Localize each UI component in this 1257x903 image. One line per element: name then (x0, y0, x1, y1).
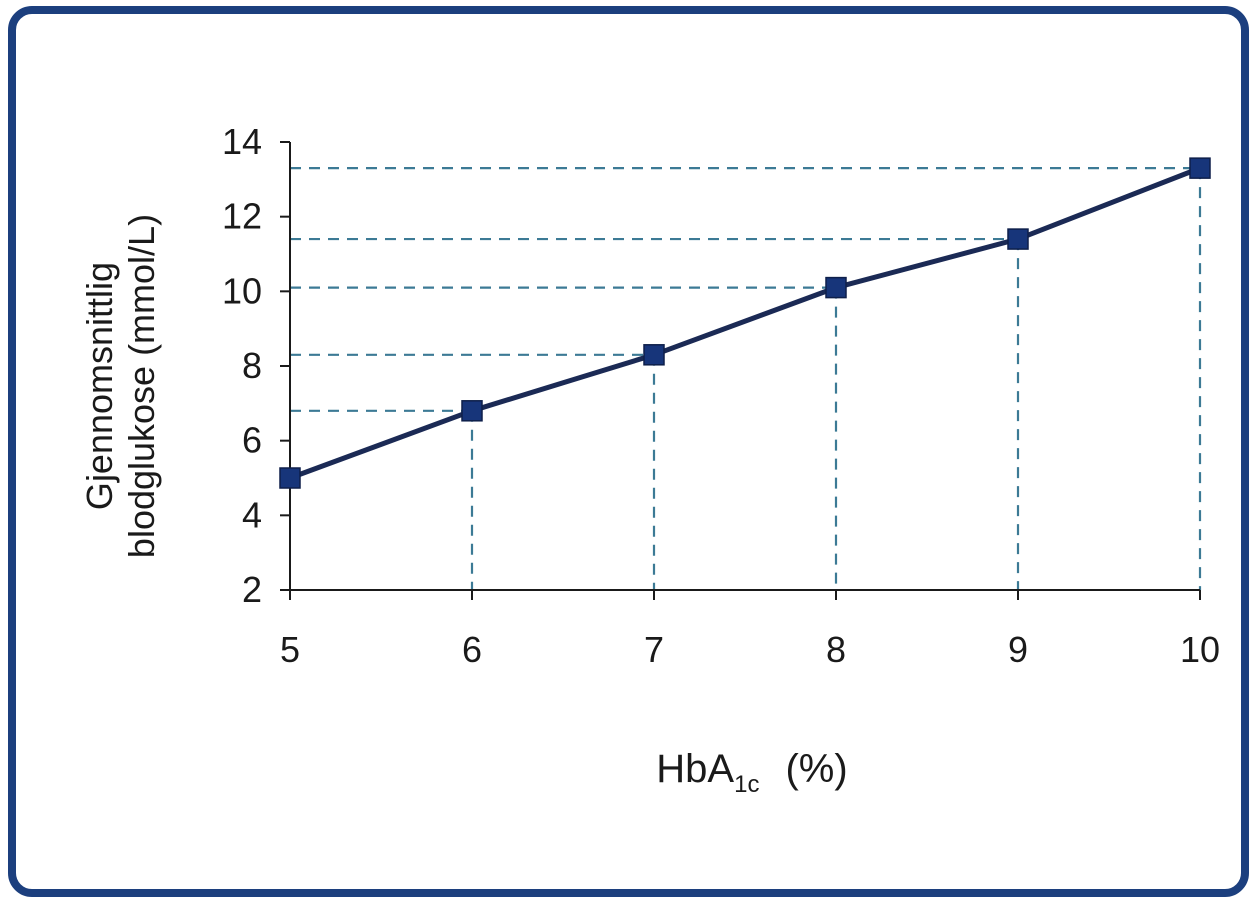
chart-frame (8, 6, 1249, 897)
x-tick-label: 10 (1180, 629, 1220, 670)
data-point-marker (461, 400, 483, 422)
y-tick-label: 4 (242, 494, 262, 535)
data-point-marker (825, 276, 847, 299)
x-axis-label-unit: (%) (785, 747, 847, 791)
x-axis-label: HbA1c (%) (656, 747, 847, 798)
y-axis-label-line: Gjennomsnittlig (79, 262, 120, 510)
y-tick-label: 2 (242, 569, 262, 610)
y-tick-label: 10 (222, 270, 262, 311)
x-tick-label: 7 (644, 629, 664, 670)
x-axis-label-main: HbA (656, 747, 734, 791)
y-axis-label-line: blodglukose (mmol/L) (121, 214, 162, 558)
axes (280, 141, 1201, 600)
y-tick-label: 6 (242, 420, 262, 461)
data-point-marker (1189, 157, 1211, 179)
tick-labels: 2 4 6 8 10 12 14 5 6 7 8 9 10 (222, 121, 1220, 670)
series-group (279, 157, 1211, 489)
x-tick-label: 6 (462, 629, 482, 670)
series-line (289, 165, 1201, 481)
reference-lines (290, 167, 1202, 590)
x-tick-label: 9 (1008, 629, 1028, 670)
data-point-marker (643, 344, 665, 366)
x-axis-label-subscript: 1c (734, 771, 759, 798)
x-tick-label: 8 (826, 629, 846, 670)
y-tick-label: 12 (222, 196, 262, 237)
y-tick-label: 8 (242, 345, 262, 386)
data-point-marker (279, 467, 301, 489)
x-tick-label: 5 (280, 629, 300, 670)
y-axis-label: Gjennomsnittligblodglukose (mmol/L) (79, 214, 162, 558)
y-tick-label: 14 (222, 121, 262, 162)
data-point-marker (1007, 228, 1029, 250)
